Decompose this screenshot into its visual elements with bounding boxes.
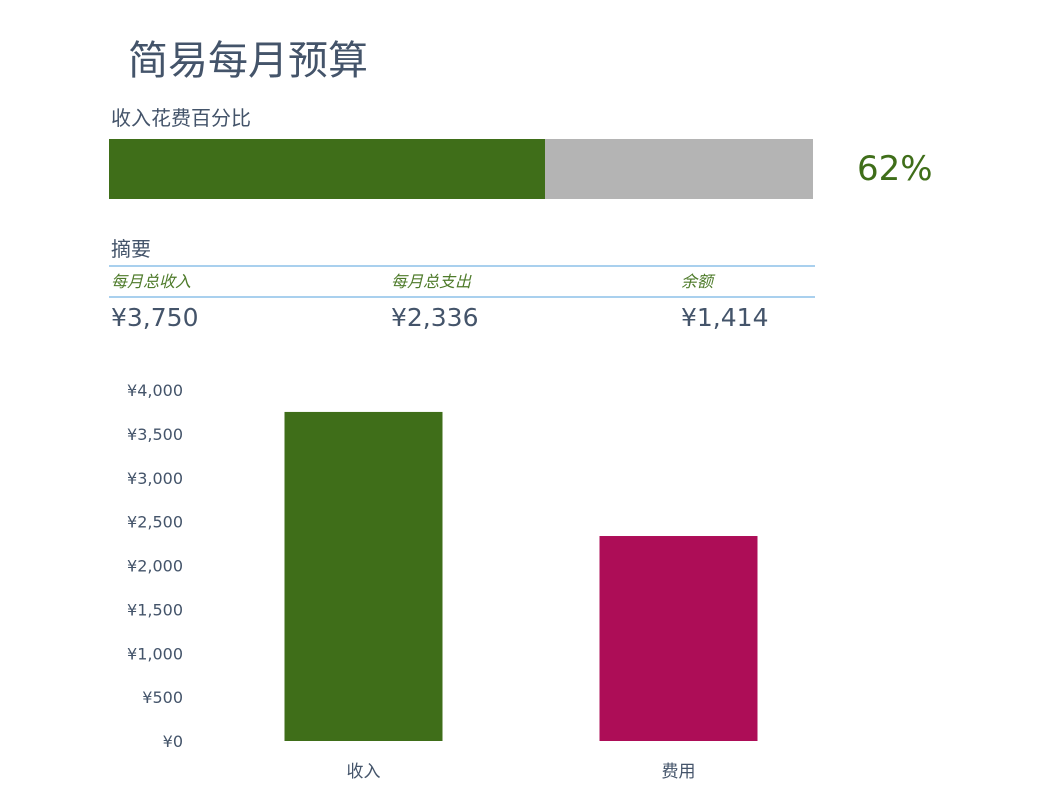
y-tick-label: ¥0 (163, 732, 183, 751)
progress-bar-fill (109, 139, 546, 199)
y-axis: ¥0 ¥500 ¥1,000 ¥1,500 ¥2,000 ¥2,500 ¥3,000 ¥3,5… (127, 381, 183, 751)
y-tick-label: ¥1,500 (127, 600, 183, 619)
progress-bar (109, 139, 813, 199)
y-tick-label: ¥2,500 (127, 513, 183, 532)
summary-divider-bottom (109, 296, 815, 298)
total-expense-label: 每月总支出 (391, 272, 472, 291)
bar-group (284, 411, 758, 741)
x-category-label: 费用 (662, 762, 696, 782)
bar-1 (599, 536, 758, 741)
balance-label: 余额 (681, 272, 714, 291)
x-axis: 收入 费用 (347, 762, 696, 782)
y-tick-label: ¥4,000 (127, 381, 183, 400)
y-tick-label: ¥500 (142, 688, 183, 707)
y-tick-label: ¥3,500 (127, 425, 183, 444)
balance-value: ¥1,414 (681, 303, 769, 332)
total-income-value: ¥3,750 (111, 303, 199, 332)
y-tick-label: ¥3,000 (127, 469, 183, 488)
page-title: 简易每月预算 (128, 38, 368, 84)
total-income-label: 每月总收入 (111, 272, 192, 291)
progress-percent: 62% (857, 149, 933, 189)
summary-heading: 摘要 (111, 237, 151, 261)
y-tick-label: ¥2,000 (127, 557, 183, 576)
total-expense-value: ¥2,336 (391, 303, 479, 332)
summary-divider-top (109, 265, 815, 267)
progress-label: 收入花费百分比 (111, 106, 251, 130)
x-category-label: 收入 (347, 762, 381, 782)
y-tick-label: ¥1,000 (127, 644, 183, 663)
income-expense-bar-chart: ¥0 ¥500 ¥1,000 ¥1,500 ¥2,000 ¥2,500 ¥3,000 ¥3,5… (127, 381, 758, 782)
bar-0 (284, 411, 443, 741)
